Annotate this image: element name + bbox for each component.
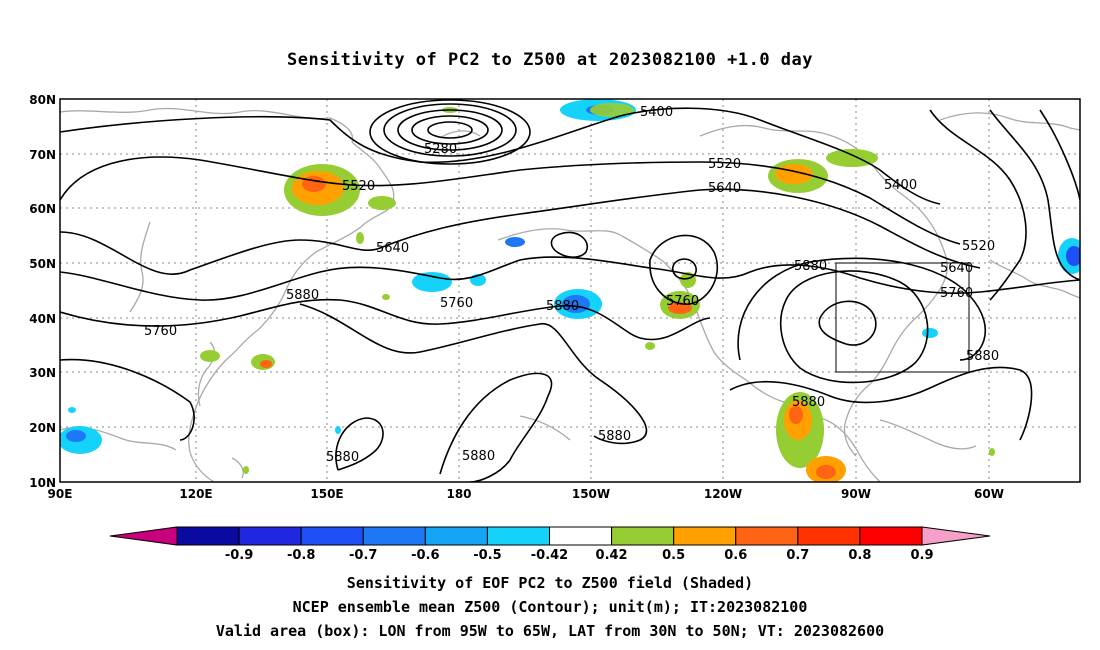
colorbar-cell	[176, 526, 240, 546]
contour-label: 5520	[342, 179, 375, 194]
colorbar-cell	[424, 526, 488, 546]
lat-label: 50N	[29, 257, 56, 271]
colorbar-low-end	[109, 526, 178, 546]
longitude-labels: 90E 120E 150E 180 150W 120W 90W 60W	[48, 487, 1004, 501]
lat-label: 40N	[29, 312, 56, 326]
contour-label: 5640	[940, 261, 973, 276]
lon-label: 150W	[572, 487, 610, 501]
contour-label: 5880	[546, 299, 579, 314]
colorbar-tick-label: -0.8	[287, 548, 315, 563]
contour-label: 5880	[598, 429, 631, 444]
lat-label: 30N	[29, 366, 56, 380]
contour-label: 5880	[794, 259, 827, 274]
contour-label: 5880	[326, 450, 359, 465]
contour-label: 5880	[462, 449, 495, 464]
sensitivity-shading	[60, 99, 1080, 482]
contour-label: 5400	[884, 178, 917, 193]
colorbar-cell	[735, 526, 799, 546]
colorbar-tick-label: 0.6	[724, 548, 747, 563]
contour-label: 5520	[962, 239, 995, 254]
colorbar-tick-label: -0.9	[225, 548, 253, 563]
lat-label: 20N	[29, 421, 56, 435]
lat-label: 70N	[29, 148, 56, 162]
lon-label: 120W	[704, 487, 742, 501]
colorbar-cell	[486, 526, 550, 546]
colorbar-tick-label: -0.7	[349, 548, 377, 563]
colorbar: -0.9 -0.8 -0.7 -0.6 -0.5 -0.42 0.42 0.5 0.6 0.7 0.…	[109, 526, 991, 563]
colorbar-tick-label: -0.42	[531, 548, 568, 563]
lon-label: 180	[446, 487, 471, 501]
caption-contour: NCEP ensemble mean Z500 (Contour); unit(…	[292, 598, 808, 616]
contour-label: 5400	[640, 105, 673, 120]
lon-label: 150E	[310, 487, 343, 501]
caption-valid-area: Valid area (box): LON from 95W to 65W, L…	[215, 622, 885, 640]
caption-shading: Sensitivity of EOF PC2 to Z500 field (Sh…	[346, 574, 754, 592]
colorbar-tick-label: 0.5	[662, 548, 685, 563]
gridlines	[60, 99, 1080, 482]
contour-label: 5760	[666, 294, 699, 309]
colorbar-tick-label: 0.9	[910, 548, 933, 563]
colorbar-tick-label: 0.7	[786, 548, 809, 563]
valid-area-box	[835, 262, 970, 373]
colorbar-tick-label: -0.5	[473, 548, 501, 563]
contour-label: 5880	[286, 288, 319, 303]
z500-contours	[60, 99, 1080, 482]
contour-label: 5880	[966, 349, 999, 364]
colorbar-cell	[859, 526, 923, 546]
colorbar-cell	[238, 526, 302, 546]
contour-label: 5640	[708, 181, 741, 196]
lon-label: 90W	[841, 487, 871, 501]
colorbar-tick-label: -0.6	[411, 548, 439, 563]
lon-label: 90E	[48, 487, 73, 501]
colorbar-cell	[611, 526, 675, 546]
contour-label: 5280	[424, 142, 457, 157]
lat-label: 10N	[29, 476, 56, 490]
colorbar-tick-label: 0.8	[848, 548, 871, 563]
contour-label: 5640	[376, 241, 409, 256]
colorbar-high-end	[921, 526, 991, 546]
contour-label: 5520	[708, 157, 741, 172]
colorbar-cell	[549, 526, 613, 546]
colorbar-cell	[797, 526, 861, 546]
lat-label: 60N	[29, 202, 56, 216]
plot-frame	[59, 98, 1081, 483]
contour-label: 5760	[440, 296, 473, 311]
latitude-labels: 80N 70N 60N 50N 40N 30N 20N 10N	[29, 93, 56, 490]
contour-label: 5760	[144, 324, 177, 339]
colorbar-cell	[362, 526, 426, 546]
contour-labels: 5400 5280 5520 5520 5640 5400 5520 5640 …	[144, 105, 999, 465]
lon-label: 60W	[974, 487, 1004, 501]
lat-label: 80N	[29, 93, 56, 107]
contour-label: 5880	[792, 395, 825, 410]
map-title: Sensitivity of PC2 to Z500 at 2023082100…	[286, 50, 813, 70]
colorbar-cell	[673, 526, 737, 546]
colorbar-tick-label: 0.42	[596, 548, 628, 563]
lon-label: 120E	[179, 487, 212, 501]
colorbar-cell	[300, 526, 364, 546]
contour-label: 5760	[940, 286, 973, 301]
